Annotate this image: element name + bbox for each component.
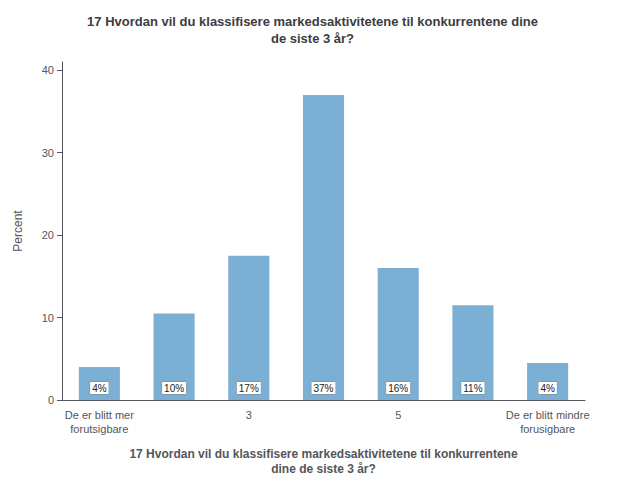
svg-text:40: 40 [42,64,54,76]
svg-text:forutsigbare: forutsigbare [70,423,128,435]
svg-text:11%: 11% [463,383,482,394]
svg-text:Percent: Percent [11,210,25,252]
svg-text:3: 3 [246,409,252,421]
svg-text:17 Hvordan vil du klassifisere: 17 Hvordan vil du klassifisere markedsak… [87,14,538,29]
svg-text:dine de siste 3 år?: dine de siste 3 år? [271,462,376,476]
svg-text:5: 5 [395,409,401,421]
svg-text:30: 30 [42,147,54,159]
svg-text:10: 10 [42,312,54,324]
svg-text:10%: 10% [164,383,184,394]
svg-text:20: 20 [42,229,54,241]
svg-text:37%: 37% [313,383,333,394]
svg-text:de siste 3 år?: de siste 3 år? [271,31,354,46]
svg-text:De er blitt mer: De er blitt mer [65,409,134,421]
svg-text:17%: 17% [239,383,259,394]
svg-text:4%: 4% [92,383,107,394]
svg-text:forusigbare: forusigbare [520,423,575,435]
svg-text:16%: 16% [388,383,408,394]
svg-text:4%: 4% [540,383,555,394]
svg-text:17 Hvordan vil du klassifisere: 17 Hvordan vil du klassifisere markedsak… [129,447,517,461]
svg-text:De er blitt mindre: De er blitt mindre [506,409,590,421]
svg-text:0: 0 [48,394,54,406]
